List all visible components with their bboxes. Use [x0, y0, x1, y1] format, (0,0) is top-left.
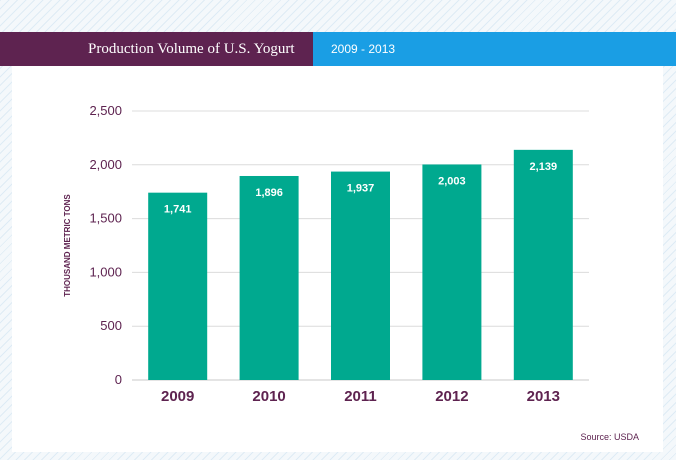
bar-chart: 0 500 1,000 1,500 2,000 2,500 THOUSAND METRIC …: [63, 103, 589, 405]
source-note: Source: USDA: [580, 432, 639, 442]
data-label: 2,003: [438, 175, 466, 187]
y-tick-label: 1,500: [89, 211, 122, 226]
x-tick-label: 2010: [252, 388, 285, 405]
x-tick-label: 2012: [435, 388, 468, 405]
x-tick-label: 2013: [527, 388, 560, 405]
chart-header: Production Volume of U.S. Yogurt 2009 - …: [0, 32, 676, 66]
y-tick-label: 1,000: [89, 264, 122, 279]
data-label: 1,937: [347, 183, 375, 195]
y-axis-title: THOUSAND METRIC TONS: [63, 194, 72, 297]
y-tick-label: 0: [115, 372, 122, 387]
chart-title: Production Volume of U.S. Yogurt: [0, 32, 313, 66]
bar-2011: [331, 171, 390, 380]
x-tick-label: 2009: [161, 388, 194, 405]
y-tick-label: 2,000: [89, 157, 122, 172]
data-label: 2,139: [530, 161, 558, 173]
y-tick-label: 2,500: [89, 103, 122, 118]
chart-date-range: 2009 - 2013: [313, 32, 676, 66]
data-label: 1,896: [255, 187, 283, 199]
y-tick-label: 500: [100, 318, 122, 333]
chart-card: 0 500 1,000 1,500 2,000 2,500 THOUSAND METRIC …: [12, 66, 663, 452]
x-tick-label: 2011: [344, 388, 377, 405]
data-label: 1,741: [164, 204, 192, 216]
bar-2009: [148, 192, 208, 380]
bar-2013: [513, 149, 573, 380]
bar-2012: [422, 164, 482, 380]
bar-2010: [239, 175, 299, 380]
